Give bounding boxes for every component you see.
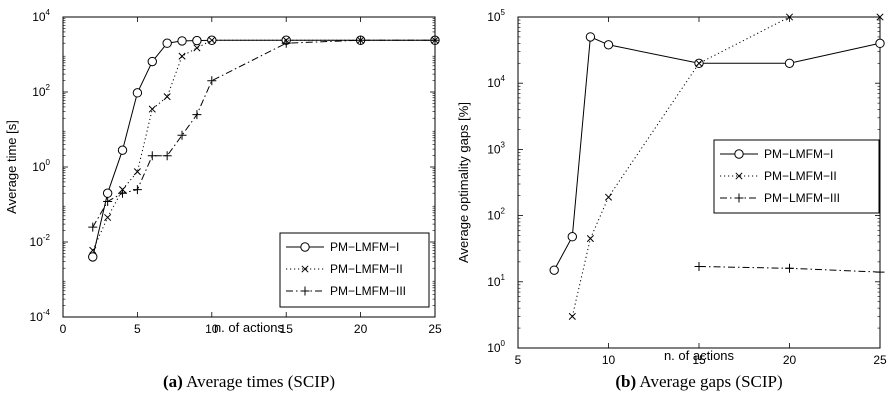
legend: PM−LMFM−I PM−LMFM−II PM−LMFM−III <box>279 232 430 308</box>
data-point <box>208 36 216 44</box>
legend-label: PM−LMFM−III <box>330 284 406 298</box>
series-0 <box>88 35 440 262</box>
x-axis-label: n. of actions <box>214 320 285 335</box>
data-point <box>785 13 794 21</box>
series-2 <box>694 262 885 277</box>
x-tick-label: 10 <box>602 353 616 367</box>
data-point <box>177 36 187 46</box>
data-point <box>207 76 217 86</box>
x-tick-label: 5 <box>134 322 141 336</box>
data-point <box>163 93 171 101</box>
data-point <box>162 151 172 161</box>
y-tick-label: 102 <box>487 207 505 223</box>
data-point <box>567 232 577 242</box>
x-tick-label: 10 <box>205 322 219 336</box>
data-point <box>735 172 743 180</box>
y-tick-label: 10-4 <box>30 308 51 324</box>
data-point <box>192 110 202 120</box>
y-tick-label: 101 <box>487 273 505 289</box>
legend: PM−LMFM−I PM−LMFM−II PM−LMFM−III <box>713 139 880 214</box>
data-point <box>178 52 186 60</box>
data-point <box>281 38 291 48</box>
series-line <box>92 39 435 228</box>
data-point <box>785 263 794 273</box>
series-line <box>92 39 435 251</box>
x-tick-label: 0 <box>60 322 67 336</box>
data-point <box>876 13 884 21</box>
data-point <box>102 188 113 198</box>
y-axis-label: Average time [s] <box>4 120 19 214</box>
data-point <box>695 59 703 67</box>
series-0 <box>549 32 885 275</box>
data-point <box>875 267 885 277</box>
data-point <box>734 193 744 203</box>
data-point <box>192 35 202 46</box>
y-axis-label: Average optimality gaps [%] <box>456 102 471 263</box>
data-point <box>88 252 98 262</box>
x-tick-label: 25 <box>873 353 887 367</box>
data-point <box>103 197 113 207</box>
legend-label: PM−LMFM−I <box>330 240 399 254</box>
figure-caption: (a) Average times (SCIP) <box>163 372 335 391</box>
data-point <box>117 145 128 155</box>
data-point <box>784 58 795 68</box>
data-point <box>132 185 142 195</box>
data-point <box>604 193 613 201</box>
x-tick-label: 25 <box>428 322 442 336</box>
figure-caption: (b) Average gaps (SCIP) <box>615 372 782 391</box>
data-point <box>300 242 310 252</box>
legend-label: PM−LMFM−I <box>764 147 833 161</box>
data-point <box>301 265 309 273</box>
y-tick-label: 10-2 <box>30 233 51 249</box>
data-point <box>104 213 112 222</box>
legend-label: PM−LMFM−II <box>764 169 837 183</box>
data-point <box>300 286 310 296</box>
series-line <box>92 39 435 258</box>
data-point <box>430 35 440 45</box>
data-point <box>118 188 128 198</box>
data-point <box>147 56 157 67</box>
data-point <box>356 35 366 45</box>
x-tick-label: 15 <box>692 353 706 367</box>
x-tick-label: 20 <box>783 353 797 367</box>
series-1 <box>568 13 884 320</box>
x-tick-label: 20 <box>354 322 368 336</box>
y-tick-label: 100 <box>487 339 505 355</box>
data-point <box>568 312 576 320</box>
y-tick-label: 104 <box>32 8 50 24</box>
legend-label: PM−LMFM−III <box>764 191 840 205</box>
chart-0: 0 5 10 15 20 25 10-4 10-2 100 102 104 n. of actions… <box>4 8 442 391</box>
data-point <box>875 38 885 49</box>
legend-label: PM−LMFM−II <box>330 262 403 276</box>
data-point <box>585 32 596 42</box>
y-tick-label: 103 <box>487 140 505 156</box>
data-point <box>603 40 614 50</box>
data-point <box>89 246 97 254</box>
data-point <box>193 44 201 52</box>
data-point <box>162 38 172 48</box>
data-point <box>133 168 141 176</box>
data-point <box>549 265 559 275</box>
y-tick-label: 105 <box>487 8 505 24</box>
data-point <box>177 130 187 140</box>
chart-1: 5 10 15 20 25 100 101 102 103 104 105 n. of actions… <box>456 8 887 391</box>
data-point <box>148 105 156 113</box>
y-tick-label: 102 <box>32 83 50 99</box>
data-point <box>694 262 704 272</box>
data-point <box>147 151 157 161</box>
x-axis-label: n. of actions <box>664 348 735 363</box>
data-point <box>734 149 744 159</box>
data-point <box>88 222 98 232</box>
y-tick-label: 100 <box>32 158 50 174</box>
x-tick-label: 15 <box>280 322 294 336</box>
data-point <box>586 235 594 243</box>
series-2 <box>88 35 440 232</box>
x-tick-label: 5 <box>515 353 522 367</box>
series-1 <box>89 36 439 254</box>
data-point <box>132 88 143 98</box>
y-tick-label: 104 <box>487 74 505 90</box>
